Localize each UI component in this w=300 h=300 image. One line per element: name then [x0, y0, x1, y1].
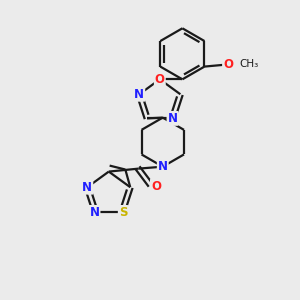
Text: N: N — [89, 206, 100, 219]
Text: O: O — [155, 73, 165, 86]
Text: N: N — [134, 88, 144, 101]
Text: O: O — [151, 180, 161, 193]
Text: N: N — [167, 112, 178, 125]
Text: O: O — [223, 58, 233, 71]
Text: CH₃: CH₃ — [240, 58, 259, 69]
Text: N: N — [158, 160, 168, 173]
Text: S: S — [119, 206, 127, 219]
Text: N: N — [82, 181, 92, 194]
